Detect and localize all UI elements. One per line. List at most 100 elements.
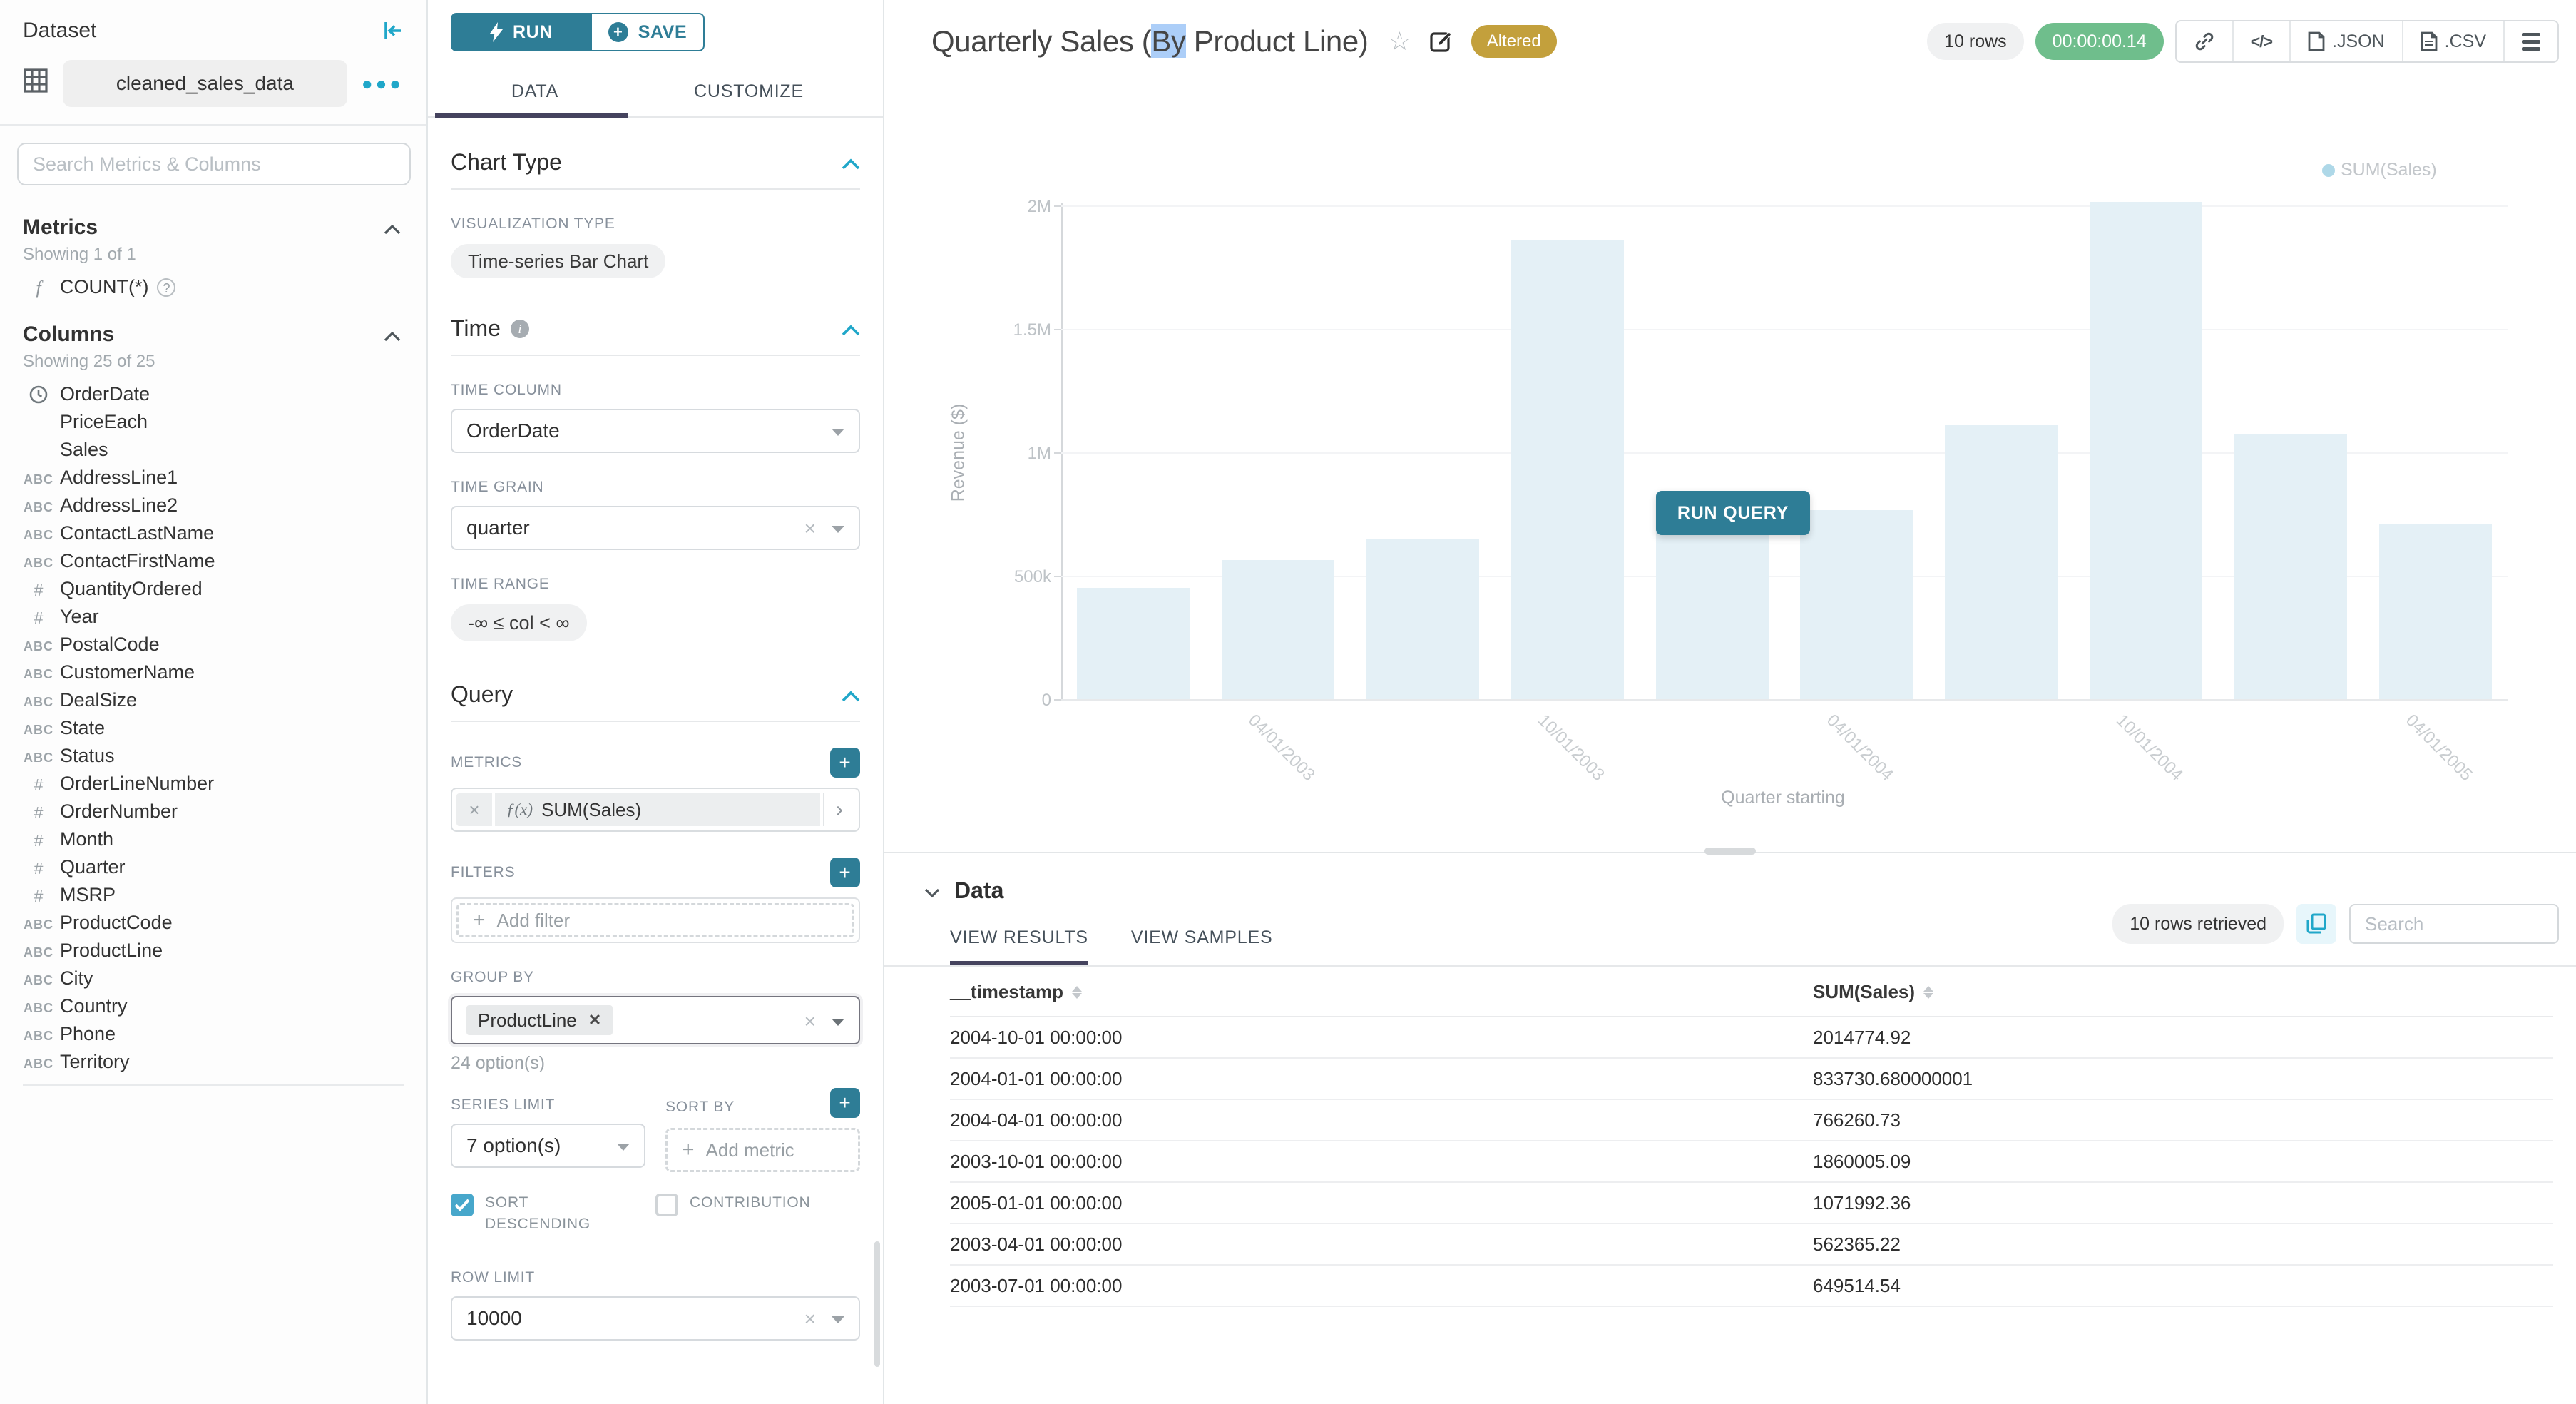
copy-link-button[interactable] — [2177, 21, 2234, 61]
list-item[interactable]: ABC Country — [0, 992, 426, 1020]
embed-code-button[interactable]: </> — [2234, 21, 2291, 61]
list-item[interactable]: ABC Phone — [0, 1020, 426, 1048]
altered-badge[interactable]: Altered — [1471, 25, 1557, 58]
list-item[interactable]: # Year — [0, 603, 426, 631]
time-column-select[interactable]: OrderDate — [451, 409, 860, 453]
collapse-sidebar-icon[interactable] — [382, 21, 404, 41]
list-item[interactable]: OrderDate — [0, 380, 426, 408]
dataset-options-menu[interactable]: ●●● — [361, 72, 404, 94]
search-metrics-columns-input[interactable] — [17, 143, 411, 185]
visualization-type-label: VISUALIZATION TYPE — [451, 215, 615, 232]
add-sort-metric-button[interactable]: + — [830, 1088, 860, 1118]
tab-view-results[interactable]: VIEW RESULTS — [950, 927, 1088, 965]
list-item[interactable]: # OrderNumber — [0, 798, 426, 825]
list-item[interactable]: # OrderLineNumber — [0, 770, 426, 798]
save-button[interactable]: + SAVE — [592, 13, 705, 51]
table-row[interactable]: 2003-07-01 00:00:00 649514.54 — [950, 1266, 2553, 1307]
bar[interactable] — [2234, 434, 2347, 699]
chevron-up-icon[interactable] — [384, 321, 401, 347]
add-filter-placeholder[interactable]: + Add filter — [456, 903, 854, 937]
sort-descending-checkbox[interactable] — [451, 1194, 474, 1216]
chart-title[interactable]: Quarterly Sales (By Product Line) — [931, 24, 1369, 58]
column-header-sum-sales[interactable]: SUM(Sales) — [1813, 981, 2553, 1003]
list-item[interactable]: PriceEach — [60, 411, 148, 432]
list-item[interactable]: ABC ContactFirstName — [0, 547, 426, 575]
add-sort-metric-placeholder[interactable]: + Add metric — [665, 1128, 860, 1172]
list-item[interactable]: ABC DealSize — [0, 686, 426, 714]
list-item[interactable]: # Month — [0, 825, 426, 853]
table-row[interactable]: 2003-04-01 00:00:00 562365.22 — [950, 1224, 2553, 1266]
table-row[interactable]: 2003-10-01 00:00:00 1860005.09 — [950, 1141, 2553, 1183]
list-item[interactable]: ABC Status — [0, 742, 426, 770]
series-limit-select[interactable]: 7 option(s) — [451, 1124, 645, 1168]
add-filter-button[interactable]: + — [830, 858, 860, 887]
remove-metric-icon[interactable]: × — [456, 793, 492, 826]
remove-tag-icon[interactable]: ✕ — [588, 1011, 602, 1029]
chevron-down-icon[interactable] — [924, 878, 940, 904]
bar[interactable] — [2090, 201, 2203, 699]
list-item[interactable]: ABC AddressLine1 — [0, 464, 426, 492]
visualization-type-value[interactable]: Time-series Bar Chart — [451, 244, 666, 278]
chart-control-panel: RUN + SAVE DATA CUSTOMIZE Chart Type VIS… — [428, 0, 884, 1404]
column-header-timestamp[interactable]: __timestamp — [950, 981, 1813, 1003]
bar[interactable] — [1222, 560, 1335, 699]
dataset-name[interactable]: cleaned_sales_data — [63, 60, 347, 107]
export-csv-button[interactable]: .CSV — [2403, 21, 2505, 61]
list-item[interactable]: ABC State — [0, 714, 426, 742]
list-item[interactable]: Sales — [60, 439, 108, 460]
list-item[interactable]: ABC ProductLine — [0, 937, 426, 965]
run-query-button[interactable]: RUN QUERY — [1656, 491, 1810, 535]
list-item[interactable]: f COUNT(*)? — [0, 273, 426, 301]
row-limit-select[interactable]: 10000 × — [451, 1296, 860, 1341]
tab-customize[interactable]: CUSTOMIZE — [694, 81, 804, 101]
list-item[interactable]: ABC PostalCode — [0, 631, 426, 658]
edit-title-icon[interactable] — [1430, 29, 1454, 54]
list-item[interactable]: ABC ProductCode — [0, 909, 426, 937]
run-button[interactable]: RUN — [451, 13, 592, 51]
chevron-up-icon[interactable] — [384, 214, 401, 240]
resize-handle[interactable] — [1704, 848, 1756, 855]
bar[interactable] — [1077, 588, 1190, 699]
table-row[interactable]: 2005-01-01 00:00:00 1071992.36 — [950, 1183, 2553, 1224]
chevron-up-icon[interactable] — [842, 681, 860, 708]
bar[interactable] — [1800, 509, 1913, 699]
table-row[interactable]: 2004-10-01 00:00:00 2014774.92 — [950, 1017, 2553, 1059]
bar[interactable] — [1945, 425, 2058, 699]
group-by-select[interactable]: ProductLine ✕ × — [451, 996, 860, 1044]
clear-icon[interactable]: × — [804, 1308, 816, 1330]
bar[interactable] — [1511, 240, 1624, 699]
list-item[interactable]: # MSRP — [0, 881, 426, 909]
contribution-control[interactable]: CONTRIBUTION — [655, 1192, 860, 1235]
data-search-input[interactable] — [2349, 904, 2559, 944]
clear-icon[interactable]: × — [804, 517, 816, 539]
bar[interactable] — [1366, 539, 1480, 699]
scrollbar-thumb[interactable] — [874, 1241, 880, 1367]
metric-chip[interactable]: × ƒ(x) SUM(Sales) › — [451, 788, 860, 832]
list-item[interactable]: # Quarter — [0, 853, 426, 881]
list-item[interactable]: ABC City — [0, 965, 426, 992]
copy-data-button[interactable] — [2296, 904, 2336, 944]
export-json-button[interactable]: .JSON — [2291, 21, 2403, 61]
table-row[interactable]: 2004-04-01 00:00:00 766260.73 — [950, 1100, 2553, 1141]
time-grain-select[interactable]: quarter × — [451, 506, 860, 550]
chevron-up-icon[interactable] — [842, 149, 860, 176]
tab-data[interactable]: DATA — [428, 70, 642, 117]
clear-icon[interactable]: × — [804, 1010, 816, 1032]
chart-menu-button[interactable] — [2505, 21, 2557, 61]
list-item[interactable]: ABC Territory — [0, 1048, 426, 1076]
tab-view-samples[interactable]: VIEW SAMPLES — [1130, 927, 1273, 947]
list-item[interactable]: # QuantityOrdered — [0, 575, 426, 603]
add-metric-button[interactable]: + — [830, 748, 860, 778]
time-range-value[interactable]: -∞ ≤ col < ∞ — [451, 604, 587, 641]
bar[interactable] — [2378, 524, 2492, 699]
list-item[interactable]: ABC CustomerName — [0, 658, 426, 686]
chevron-up-icon[interactable] — [842, 315, 860, 342]
table-row[interactable]: 2004-01-01 00:00:00 833730.680000001 — [950, 1059, 2553, 1100]
chart-legend[interactable]: SUM(Sales) — [2322, 160, 2437, 180]
sort-descending-control[interactable]: SORT DESCENDING — [451, 1192, 655, 1235]
list-item[interactable]: ABC AddressLine2 — [0, 492, 426, 519]
data-panel-title[interactable]: Data — [954, 878, 1004, 903]
contribution-checkbox[interactable] — [655, 1194, 678, 1216]
chevron-right-icon[interactable]: › — [823, 793, 854, 826]
list-item[interactable]: ABC ContactLastName — [0, 519, 426, 547]
